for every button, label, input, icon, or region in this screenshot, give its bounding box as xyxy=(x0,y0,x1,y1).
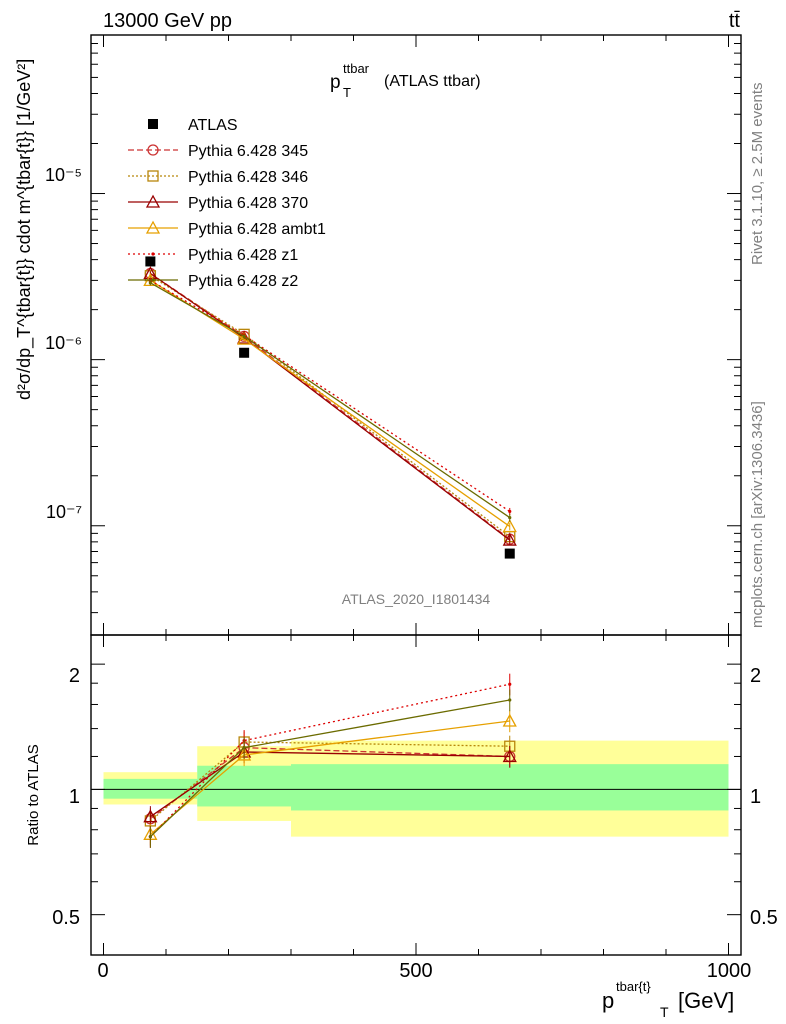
legend-marker-pythia-6-428-346 xyxy=(147,170,159,182)
ratio-point-pythia-6-428-370-0 xyxy=(143,809,158,823)
main-point-pythia-6-428-z2-2 xyxy=(508,515,512,520)
x-axis-label-sub: T xyxy=(660,1004,669,1020)
plot-title-sup: ttbar xyxy=(343,61,370,76)
main-point-atlas-1 xyxy=(239,347,250,358)
legend-label-pythia-6-428-345: Pythia 6.428 345 xyxy=(188,143,308,160)
ratio-point-pythia-6-428-370-2 xyxy=(502,749,517,763)
rivet-version-label: Rivet 3.1.10, ≥ 2.5M events xyxy=(749,83,766,266)
analysis-watermark: ATLAS_2020_I1801434 xyxy=(342,591,491,607)
xtick-label-1000: 1000 xyxy=(707,960,752,982)
legend-marker-pythia-6-428-z1 xyxy=(151,252,155,256)
legend-label-atlas: ATLAS xyxy=(188,117,238,134)
main-ytick-label-1e-5: 10⁻⁵ xyxy=(45,165,82,185)
ratio-line-pythia-6-428-z1 xyxy=(149,683,510,838)
main-y-axis-label: d²σ/dp_T^{tbar{t}} cdot m^{tbar{t}} [1/G… xyxy=(14,59,35,400)
ratio-ytick-label-05-right: 0.5 xyxy=(750,907,778,929)
legend: ATLAS Pythia 6.428 345 Pythia 6.428 346 Pyt… xyxy=(128,117,326,290)
ratio-ytick-label-1-right: 1 xyxy=(750,786,761,808)
main-ytick-label-1e-6: 10⁻⁶ xyxy=(45,333,82,353)
main-point-pythia-6-428-z1-2 xyxy=(508,509,512,514)
ratio-point-pythia-6-428-ambt1-2 xyxy=(502,713,517,727)
ratio-point-pythia-6-428-z1-2 xyxy=(508,682,512,686)
ratio-point-pythia-6-428-ambt1-1 xyxy=(237,747,252,761)
legend-marker-pythia-6-428-z2 xyxy=(151,278,155,282)
ratio-ytick-label-1: 1 xyxy=(69,786,80,808)
ratio-point-pythia-6-428-z2-2 xyxy=(508,698,512,702)
ratio-ytick-label-05: 0.5 xyxy=(52,907,80,929)
main-point-pythia-6-428-z2-1 xyxy=(242,334,246,339)
ratio-ytick-label-2: 2 xyxy=(69,665,80,687)
xtick-label-500: 500 xyxy=(399,960,432,982)
ratio-ytick-label-2-right: 2 xyxy=(750,665,761,687)
legend-marker-pythia-6-428-345 xyxy=(147,144,159,156)
plot-title-p: p xyxy=(330,72,341,93)
main-point-pythia-6-428-370-2 xyxy=(502,532,517,546)
plot-title-sub: T xyxy=(343,85,351,100)
legend-marker-pythia-6-428-ambt1 xyxy=(145,220,161,234)
x-axis-label-sup: tbar{t} xyxy=(616,979,651,994)
main-line-pythia-6-428-z1 xyxy=(150,279,511,512)
main-series-group xyxy=(143,256,517,559)
main-point-atlas-0 xyxy=(145,256,156,267)
legend-label-pythia-6-428-z1: Pythia 6.428 z1 xyxy=(188,247,298,264)
legend-marker-atlas xyxy=(148,119,158,129)
main-point-pythia-6-428-z2-0 xyxy=(148,281,152,285)
main-point-atlas-2 xyxy=(504,548,515,559)
x-axis-label-p: p xyxy=(602,988,614,1013)
ratio-band-inner-2 xyxy=(291,764,729,811)
xtick-label-0: 0 xyxy=(97,960,108,982)
ratio-y-axis-label: Ratio to ATLAS xyxy=(25,744,42,845)
plot-title-rest: (ATLAS ttbar) xyxy=(384,73,481,90)
main-point-pythia-6-428-ambt1-2 xyxy=(502,519,517,533)
ratio-point-pythia-6-428-z2-0 xyxy=(148,835,152,839)
axis-ticks xyxy=(91,34,741,955)
legend-label-pythia-6-428-346: Pythia 6.428 346 xyxy=(188,169,308,186)
main-ytick-label-1e-7: 10⁻⁷ xyxy=(46,502,82,522)
ratio-series-group xyxy=(143,673,517,848)
ratio-band-inner-0 xyxy=(103,778,198,799)
ratio-band-inner-1 xyxy=(197,765,291,807)
legend-label-pythia-6-428-ambt1: Pythia 6.428 ambt1 xyxy=(188,221,326,238)
header-right: tt̄ xyxy=(729,10,741,32)
legend-label-pythia-6-428-370: Pythia 6.428 370 xyxy=(188,195,308,212)
x-axis-label-unit: [GeV] xyxy=(678,988,734,1013)
legend-marker-pythia-6-428-370 xyxy=(145,194,161,208)
header-left: 13000 GeV pp xyxy=(103,10,232,32)
mcplots-label: mcplots.cern.ch [arXiv:1306.3436] xyxy=(749,401,766,628)
ratio-point-pythia-6-428-z2-1 xyxy=(242,746,246,750)
legend-label-pythia-6-428-z2: Pythia 6.428 z2 xyxy=(188,273,298,290)
